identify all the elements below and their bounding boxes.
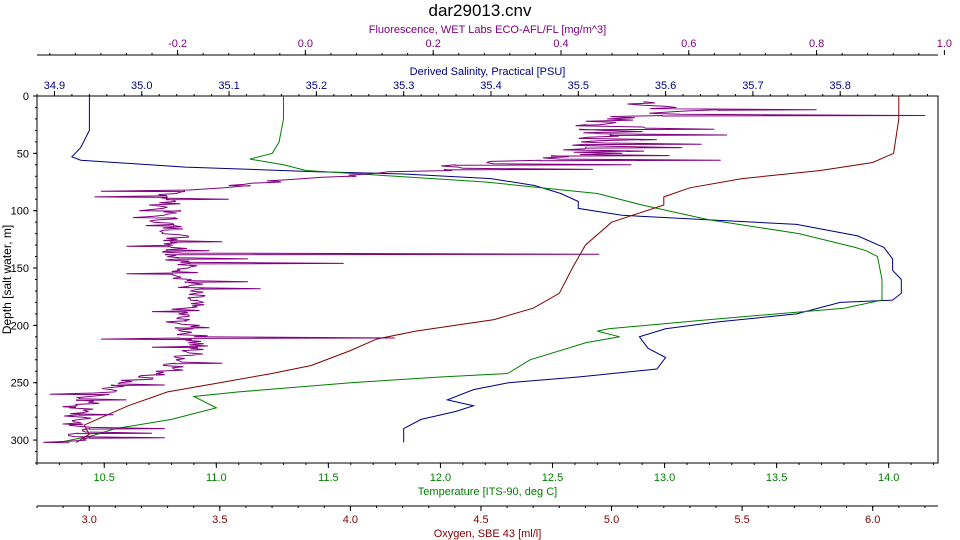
sal-tick-label: 35.3 bbox=[393, 80, 414, 92]
depth-tick-label: 0 bbox=[23, 91, 29, 103]
depth-tick-label: 150 bbox=[11, 263, 29, 275]
sal-tick-label: 35.6 bbox=[655, 80, 676, 92]
temp-axis-label: Temperature [ITS-90, deg C] bbox=[418, 486, 557, 498]
temp-profile-line bbox=[59, 96, 883, 443]
depth-axis-label: Depth [salt water, m] bbox=[0, 225, 14, 334]
fluor-tick-label: 0.6 bbox=[681, 38, 696, 50]
sal-tick-label: 34.9 bbox=[44, 80, 65, 92]
sal-tick-label: 35.5 bbox=[568, 80, 589, 92]
temp-tick-label: 12.5 bbox=[542, 472, 563, 484]
oxy-axis-label: Oxygen, SBE 43 [ml/l] bbox=[434, 528, 542, 540]
sal-tick-label: 35.8 bbox=[830, 80, 851, 92]
depth-tick-label: 50 bbox=[17, 148, 29, 160]
temp-tick-label: 11.0 bbox=[206, 472, 227, 484]
sal-tick-label: 35.7 bbox=[742, 80, 763, 92]
oxy-tick-label: 6.0 bbox=[865, 514, 880, 526]
sal-tick-label: 35.0 bbox=[131, 80, 152, 92]
depth-tick-label: 250 bbox=[11, 378, 29, 390]
sal-profile-line bbox=[71, 96, 902, 443]
depth-tick-label: 200 bbox=[11, 320, 29, 332]
fluor-tick-label: 0.4 bbox=[553, 38, 568, 50]
temp-tick-label: 11.5 bbox=[318, 472, 339, 484]
fluor-tick-label: -0.2 bbox=[168, 38, 187, 50]
sal-tick-label: 35.1 bbox=[218, 80, 239, 92]
temp-tick-label: 13.0 bbox=[654, 472, 675, 484]
fluor-axis-label: Fluorescence, WET Labs ECO-AFL/FL [mg/m^… bbox=[369, 24, 606, 36]
sal-tick-label: 35.4 bbox=[480, 80, 501, 92]
fluor-tick-label: 0.0 bbox=[298, 38, 313, 50]
oxy-tick-label: 4.5 bbox=[473, 514, 488, 526]
fluor-profile-line bbox=[43, 101, 926, 444]
temp-tick-label: 12.0 bbox=[430, 472, 451, 484]
plot-frame bbox=[36, 95, 939, 464]
depth-tick-label: 300 bbox=[11, 435, 29, 447]
temp-tick-label: 10.5 bbox=[94, 472, 115, 484]
sal-axis-label: Derived Salinity, Practical [PSU] bbox=[410, 66, 566, 78]
oxy-tick-label: 5.5 bbox=[734, 514, 749, 526]
fluor-tick-label: 0.8 bbox=[809, 38, 824, 50]
depth-tick-label: 100 bbox=[11, 206, 29, 218]
fluor-tick-label: 0.2 bbox=[426, 38, 441, 50]
fluor-tick-label: 1.0 bbox=[937, 38, 952, 50]
chart-title: dar29013.cnv bbox=[428, 1, 532, 20]
oxy-profile-line bbox=[75, 96, 900, 443]
sal-tick-label: 35.2 bbox=[306, 80, 327, 92]
oxy-tick-label: 5.0 bbox=[604, 514, 619, 526]
oxy-tick-label: 3.0 bbox=[82, 514, 97, 526]
oxy-tick-label: 4.0 bbox=[343, 514, 358, 526]
oxy-tick-label: 3.5 bbox=[212, 514, 227, 526]
temp-tick-label: 14.0 bbox=[878, 472, 899, 484]
temp-tick-label: 13.5 bbox=[766, 472, 787, 484]
